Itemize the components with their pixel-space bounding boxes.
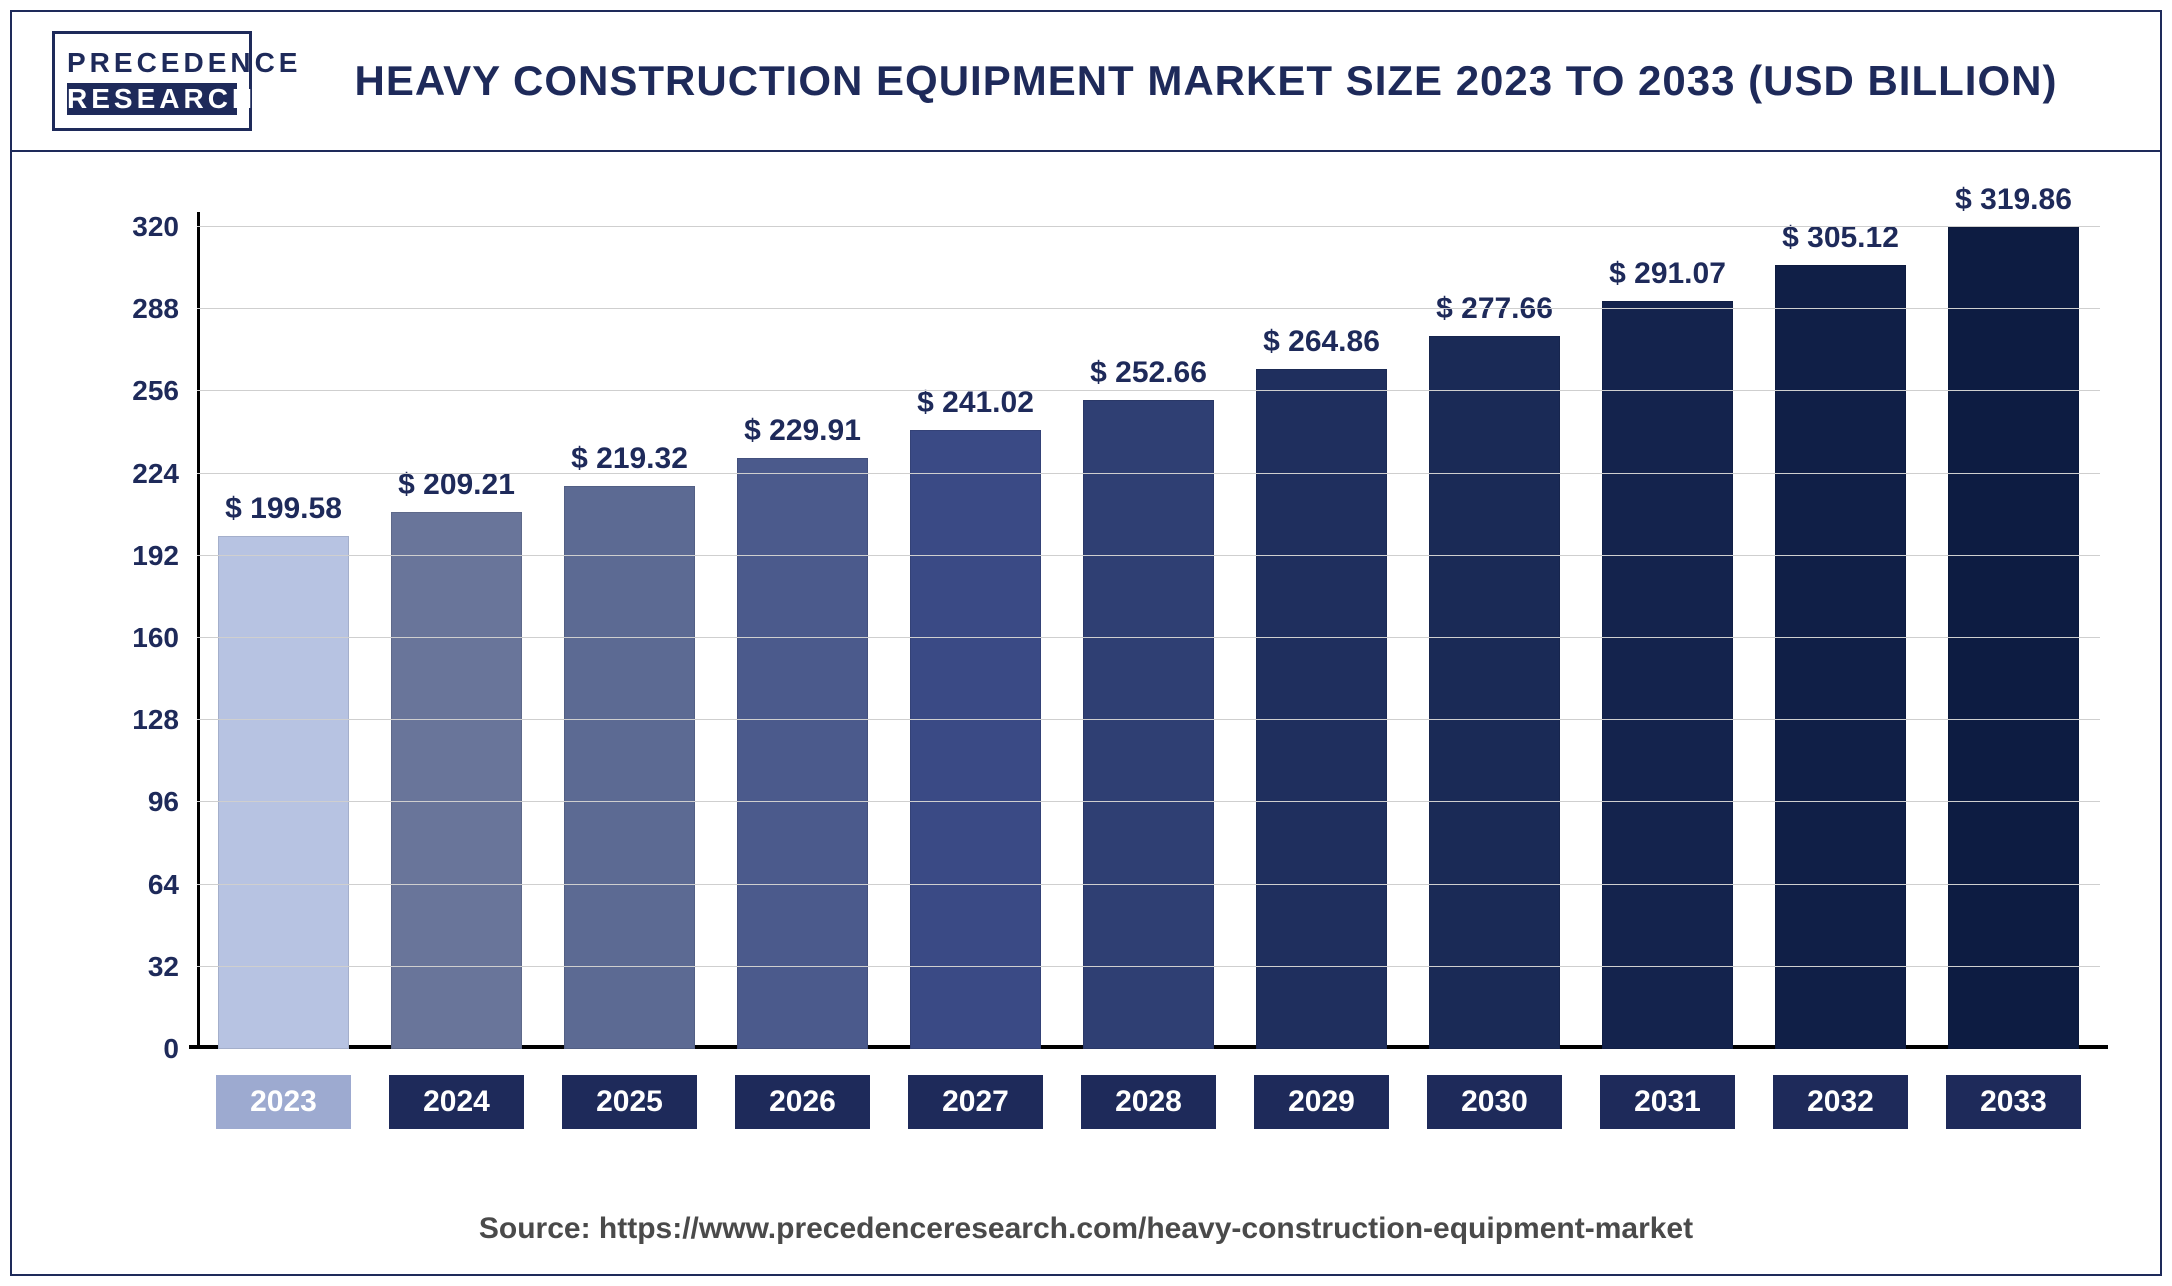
x-category-label: 2033	[1946, 1075, 2081, 1129]
y-tick-label: 224	[132, 458, 179, 490]
gridline	[197, 637, 2100, 638]
bar	[1429, 336, 1560, 1049]
logo-line-bottom: RESEARCH	[67, 83, 237, 115]
y-tick-label: 96	[148, 786, 179, 818]
bar	[737, 458, 868, 1049]
bar-slot: $ 199.58	[197, 227, 370, 1049]
x-category-label: 2026	[735, 1075, 870, 1129]
chart-title: HEAVY CONSTRUCTION EQUIPMENT MARKET SIZE…	[252, 57, 2160, 105]
bar	[1083, 400, 1214, 1049]
bar-slot: $ 229.91	[716, 227, 889, 1049]
logo: PRECEDENCE RESEARCH	[52, 31, 252, 131]
y-tick-label: 32	[148, 951, 179, 983]
bar-slot: $ 219.32	[543, 227, 716, 1049]
gridline	[197, 390, 2100, 391]
source-attribution: Source: https://www.precedenceresearch.c…	[12, 1184, 2160, 1274]
gridline	[197, 719, 2100, 720]
bar	[1775, 265, 1906, 1049]
x-category-label: 2028	[1081, 1075, 1216, 1129]
x-category-label: 2031	[1600, 1075, 1735, 1129]
bar	[564, 486, 695, 1049]
y-tick-label: 256	[132, 375, 179, 407]
bar-slot: $ 291.07	[1581, 227, 1754, 1049]
gridline	[197, 473, 2100, 474]
x-labels-container: 2023 2024 2025 2026 2027 2028 2029 2030 2031 2032…	[197, 1075, 2100, 1129]
x-category-label: 2023	[216, 1075, 351, 1129]
bar-value-label: $ 319.86	[1892, 183, 2134, 217]
bar	[391, 512, 522, 1049]
x-category-label: 2032	[1773, 1075, 1908, 1129]
bar-slot: $ 319.86	[1927, 227, 2100, 1049]
gridline	[197, 801, 2100, 802]
gridline	[197, 884, 2100, 885]
gridline	[197, 308, 2100, 309]
header: PRECEDENCE RESEARCH HEAVY CONSTRUCTION E…	[12, 12, 2160, 152]
bar-slot: $ 241.02	[889, 227, 1062, 1049]
bar	[910, 430, 1041, 1049]
gridline	[197, 555, 2100, 556]
y-tick-label: 0	[163, 1033, 179, 1065]
gridline	[197, 226, 2100, 227]
bars-container: $ 199.58$ 209.21$ 219.32$ 229.91$ 241.02…	[197, 227, 2100, 1049]
plot-area: $ 199.58$ 209.21$ 219.32$ 229.91$ 241.02…	[197, 227, 2100, 1049]
bar	[1256, 369, 1387, 1049]
bar-value-label: $ 291.07	[1546, 257, 1788, 291]
x-category-label: 2025	[562, 1075, 697, 1129]
x-category-label: 2029	[1254, 1075, 1389, 1129]
y-tick-label: 192	[132, 540, 179, 572]
x-category-label: 2030	[1427, 1075, 1562, 1129]
bar-value-label: $ 264.86	[1200, 325, 1442, 359]
bar	[1602, 301, 1733, 1049]
bar	[218, 536, 349, 1049]
bar-slot: $ 209.21	[370, 227, 543, 1049]
bar-value-label: $ 252.66	[1027, 356, 1269, 390]
bar-slot: $ 277.66	[1408, 227, 1581, 1049]
chart-frame: PRECEDENCE RESEARCH HEAVY CONSTRUCTION E…	[10, 10, 2162, 1276]
y-tick-label: 64	[148, 869, 179, 901]
bar-slot: $ 264.86	[1235, 227, 1408, 1049]
y-tick-label: 160	[132, 622, 179, 654]
chart-region: $ 199.58$ 209.21$ 219.32$ 229.91$ 241.02…	[12, 152, 2160, 1184]
x-category-label: 2027	[908, 1075, 1043, 1129]
y-tick-label: 288	[132, 293, 179, 325]
x-category-label: 2024	[389, 1075, 524, 1129]
gridline	[197, 966, 2100, 967]
bar-slot: $ 305.12	[1754, 227, 1927, 1049]
logo-line-top: PRECEDENCE	[67, 47, 237, 79]
bar	[1948, 227, 2079, 1049]
y-tick-label: 128	[132, 704, 179, 736]
y-tick-label: 320	[132, 211, 179, 243]
